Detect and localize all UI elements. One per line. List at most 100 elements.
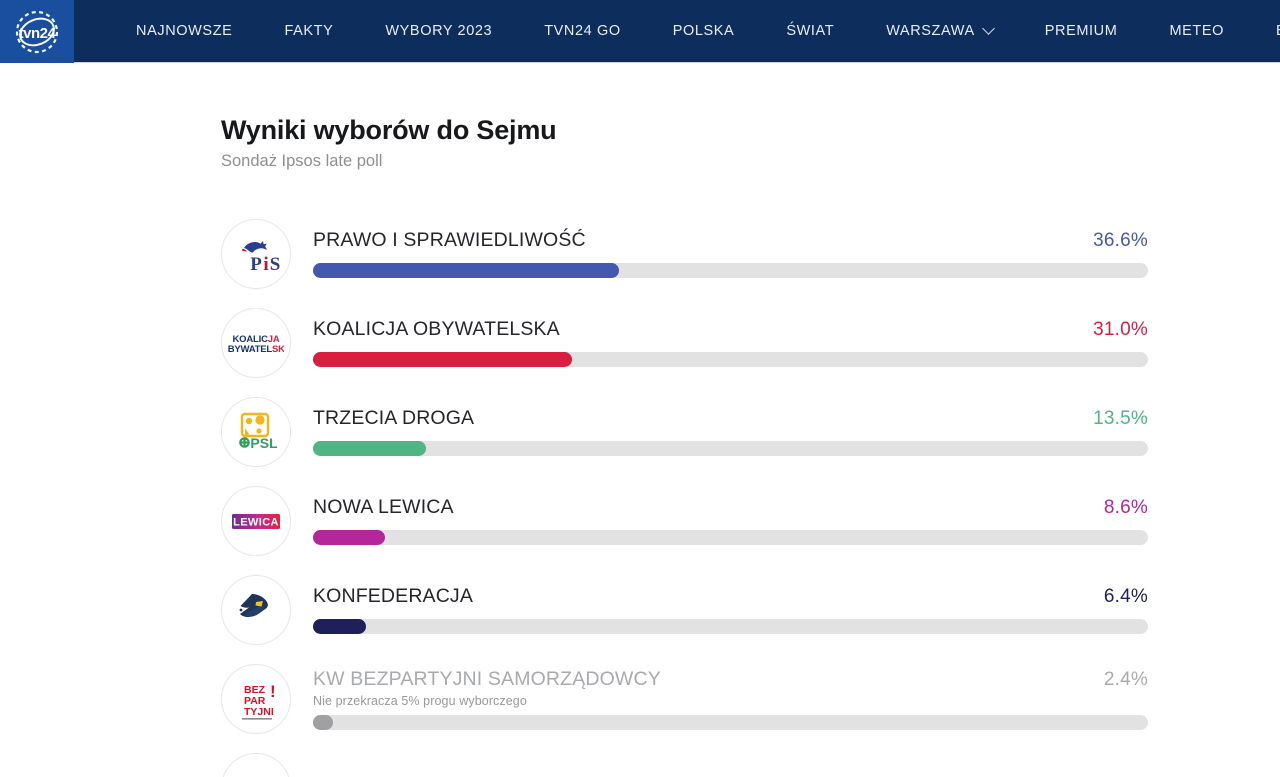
next-party-logo [221, 752, 291, 777]
navbar-menu: NAJNOWSZE FAKTY WYBORY 2023 TVN24 GO POL… [74, 0, 1280, 62]
party-percentage: 31.0% [1093, 319, 1148, 340]
trzecia-droga-psl-logo-mark: PSL [239, 412, 278, 451]
page-body: Wyniki wyborów do Sejmu Sondaż Ipsos lat… [0, 63, 1280, 777]
party-name: PRAWO I SPRAWIEDLIWOŚĆ [313, 229, 586, 251]
nav-item-label: FAKTY [284, 22, 334, 39]
svg-text:KOALICJA: KOALICJA [233, 334, 280, 345]
nav-item-label: BIZNES [1276, 0, 1280, 63]
result-row[interactable]: P i S PRAWO I SPRAWIEDLIWOŚĆ 36.6% [221, 209, 1148, 298]
nav-item-label: WYBORY 2023 [385, 22, 493, 39]
result-row-body: KOALICJA OBYWATELSKA 31.0% [291, 318, 1148, 367]
result-row-head: KOALICJA OBYWATELSKA 31.0% [313, 318, 1148, 341]
result-bar-fill [313, 530, 385, 545]
result-bar-track [313, 263, 1148, 278]
koalicja-obywatelska-logo-mark: KOALICJA OBYWATELSKA [228, 334, 284, 355]
result-bar-fill [313, 352, 572, 367]
nav-item-label: METEO [1169, 22, 1224, 39]
result-bar-track [313, 619, 1148, 634]
party-name: TRZECIA DROGA [313, 407, 475, 429]
party-name: NOWA LEWICA [313, 496, 454, 518]
result-row-head: PRAWO I SPRAWIEDLIWOŚĆ 36.6% [313, 229, 1148, 252]
result-bar-track [313, 714, 1148, 730]
party-percentage: 8.6% [1103, 497, 1148, 518]
party-percentage: 6.4% [1103, 586, 1148, 607]
nav-item-swiat[interactable]: ŚWIAT [760, 0, 860, 63]
svg-text:P: P [250, 254, 262, 275]
result-row[interactable]: PSL TRZECIA DROGA 13.5% [221, 387, 1148, 476]
bezpartyjni-samorzadowcy-logo: BEZ PAR TYJNI ! [221, 663, 291, 734]
result-bar-track [313, 441, 1148, 456]
result-bar-fill [313, 263, 619, 278]
party-name: KOALICJA OBYWATELSKA [313, 318, 560, 340]
nav-item-label: TVN24 GO [544, 22, 621, 39]
result-row[interactable] [221, 743, 1148, 777]
svg-text:PAR: PAR [244, 695, 266, 707]
result-bar-fill [313, 441, 426, 456]
result-row-body: NOWA LEWICA 8.6% [291, 496, 1148, 545]
nav-item-wybory-2023[interactable]: WYBORY 2023 [359, 0, 518, 63]
result-row[interactable]: LEWICA NOWA LEWICA 8.6% [221, 476, 1148, 565]
party-percentage: 2.4% [1103, 668, 1148, 690]
party-name: KW BEZPARTYJNI SAMORZĄDOWCY [313, 667, 661, 690]
result-bar-fill [313, 714, 334, 730]
nav-item-warszawa[interactable]: WARSZAWA [860, 0, 1019, 63]
trzecia-droga-psl-logo: PSL [221, 396, 291, 467]
svg-text:PSL: PSL [250, 435, 278, 451]
nav-item-label: WARSZAWA [886, 22, 975, 39]
result-row[interactable]: KOALICJA OBYWATELSKA KOALICJA OBYWATELSK… [221, 298, 1148, 387]
party-name-group: KW BEZPARTYJNI SAMORZĄDOWCY Nie przekrac… [313, 668, 661, 708]
result-row-head: NOWA LEWICA 8.6% [313, 496, 1148, 519]
election-results-list: P i S PRAWO I SPRAWIEDLIWOŚĆ 36.6% [221, 209, 1148, 777]
tvn24-logo-mark: tvn24 [15, 10, 59, 53]
nav-item-premium[interactable]: PREMIUM [1019, 0, 1144, 63]
svg-text:tvn24: tvn24 [19, 25, 57, 42]
result-row-body: KONFEDERACJA 6.4% [291, 585, 1148, 634]
result-row-head: TRZECIA DROGA 13.5% [313, 407, 1148, 430]
koalicja-obywatelska-logo: KOALICJA OBYWATELSKA [221, 307, 291, 378]
nav-item-label: NAJNOWSZE [136, 22, 233, 39]
result-row-body: PRAWO I SPRAWIEDLIWOŚĆ 36.6% [291, 229, 1148, 278]
result-bar-fill [313, 619, 367, 634]
top-navbar: tvn24 NAJNOWSZE FAKTY WYBORY 2023 TVN24 … [0, 0, 1280, 63]
party-name: KONFEDERACJA [313, 585, 473, 607]
svg-text:TYJNI: TYJNI [244, 706, 274, 718]
nav-item-label: POLSKA [672, 22, 735, 39]
content-column: Wyniki wyborów do Sejmu Sondaż Ipsos lat… [0, 63, 1280, 777]
pis-logo: P i S [221, 218, 291, 289]
result-row-head: KW BEZPARTYJNI SAMORZĄDOWCY Nie przekrac… [313, 668, 1148, 708]
result-row[interactable]: KONFEDERACJA 6.4% [221, 565, 1148, 654]
nav-item-label: PREMIUM [1044, 22, 1118, 39]
svg-text:OBYWATELSKA: OBYWATELSKA [228, 344, 284, 355]
nav-item-label: ŚWIAT [786, 22, 835, 39]
nav-item-fakty[interactable]: FAKTY [258, 0, 359, 63]
result-row-body: KW BEZPARTYJNI SAMORZĄDOWCY Nie przekrac… [291, 668, 1148, 730]
tvn24-logo[interactable]: tvn24 [0, 0, 74, 63]
konfederacja-logo-mark [239, 593, 268, 617]
nav-item-najnowsze[interactable]: NAJNOWSZE [110, 0, 258, 63]
nav-item-polska[interactable]: POLSKA [647, 0, 761, 63]
result-row-head: KONFEDERACJA 6.4% [313, 585, 1148, 608]
party-percentage: 13.5% [1093, 408, 1148, 429]
result-row-body: TRZECIA DROGA 13.5% [291, 407, 1148, 456]
svg-text:LEWICA: LEWICA [233, 516, 279, 528]
bezpartyjni-samorzadowcy-logo-mark: BEZ PAR TYJNI ! [242, 682, 276, 720]
lewica-logo: LEWICA [221, 485, 291, 556]
nav-item-biznes[interactable]: BIZNES [1250, 0, 1280, 63]
svg-text:!: ! [270, 682, 276, 701]
pis-logo-mark: P i S [242, 240, 281, 275]
result-row[interactable]: BEZ PAR TYJNI ! KW BEZPARTYJNI SAMORZĄDO… [221, 654, 1148, 743]
svg-text:S: S [270, 254, 281, 275]
page-title: Wyniki wyborów do Sejmu [221, 115, 557, 145]
party-threshold-note: Nie przekracza 5% progu wyborczego [313, 693, 527, 708]
chevron-down-icon [981, 21, 995, 35]
party-percentage: 36.6% [1093, 230, 1148, 251]
lewica-logo-mark: LEWICA [232, 513, 280, 529]
svg-text:BEZ: BEZ [244, 684, 266, 696]
page-subtitle: Sondaż Ipsos late poll [221, 152, 383, 170]
result-bar-track [313, 352, 1148, 367]
result-bar-track [313, 530, 1148, 545]
nav-item-meteo[interactable]: METEO [1143, 0, 1250, 63]
nav-item-tvn24-go[interactable]: TVN24 GO [518, 0, 647, 63]
svg-text:i: i [263, 254, 268, 275]
konfederacja-logo [221, 574, 291, 645]
